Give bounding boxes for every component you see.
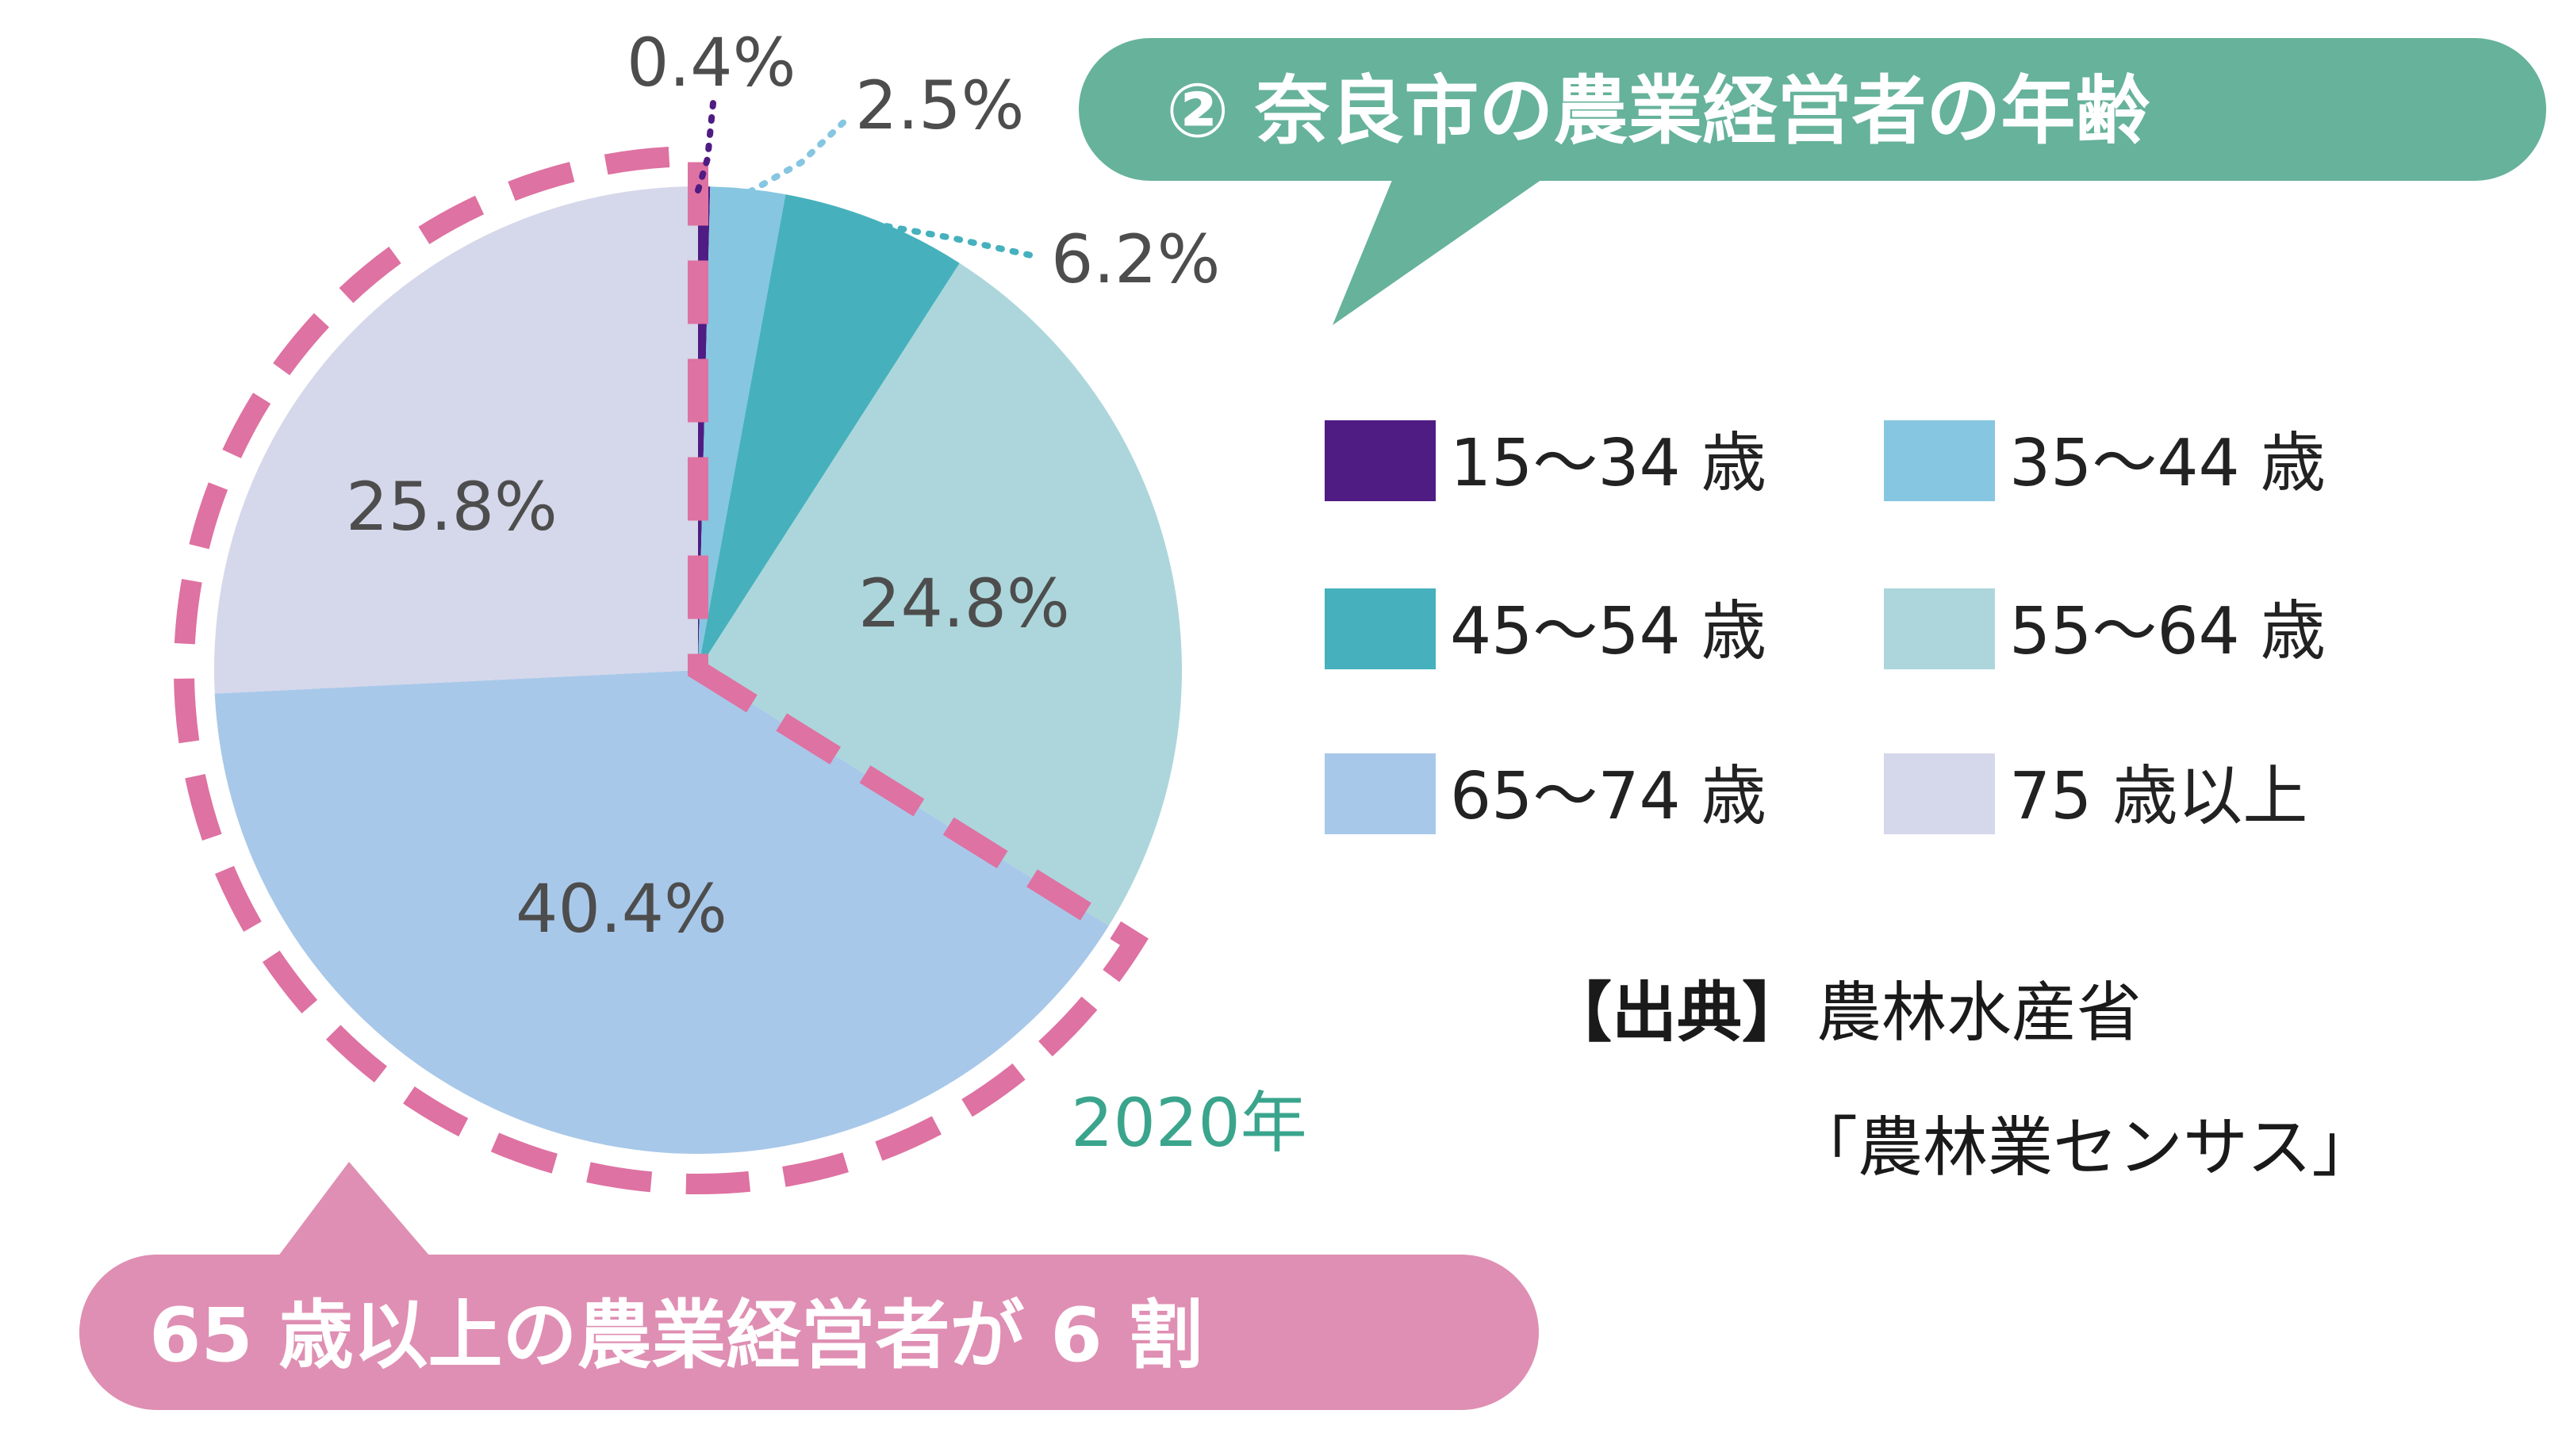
legend-swatch-45-54 bbox=[1325, 588, 1436, 669]
pie-slice-75-plus bbox=[214, 186, 698, 694]
data-label-65-74: 40.4% bbox=[516, 870, 727, 948]
legend-swatch-15-34 bbox=[1325, 420, 1436, 501]
legend-label-45-54: 45～54 歳 bbox=[1450, 594, 1766, 669]
title-bubble: ② 奈良市の農業経営者の年齢 bbox=[1079, 38, 2546, 325]
callout-bubble-bg bbox=[79, 1255, 1539, 1410]
source-line1: 農林水産省 bbox=[1816, 975, 2142, 1051]
callout-bubble-tail bbox=[266, 1162, 444, 1273]
pie-slice-55-64 bbox=[698, 262, 1182, 926]
legend-swatch-35-44 bbox=[1884, 420, 1995, 501]
leader-lines bbox=[695, 92, 1034, 259]
title-bubble-bg bbox=[1079, 38, 2546, 181]
title-bubble-tail bbox=[1333, 171, 1555, 325]
legend-swatch-65-74 bbox=[1325, 753, 1436, 834]
legend-swatch-55-64 bbox=[1884, 588, 1995, 669]
leader-line-15-34 bbox=[695, 92, 717, 193]
data-label-45-54: 6.2% bbox=[1051, 220, 1220, 298]
pie-slice-35-44 bbox=[698, 186, 786, 670]
legend-label-35-44: 35～44 歳 bbox=[2009, 426, 2326, 501]
data-label-55-64: 24.8% bbox=[858, 565, 1070, 642]
source-label: 【出典】 bbox=[1547, 975, 1807, 1051]
leader-line-35-44 bbox=[746, 114, 852, 195]
legend-label-65-74: 65～74 歳 bbox=[1450, 759, 1766, 834]
data-label-15-34: 0.4% bbox=[627, 24, 796, 102]
data-label-35-44: 2.5% bbox=[855, 67, 1024, 144]
leader-line-45-54 bbox=[869, 220, 1034, 259]
pie-slice-45-54 bbox=[698, 194, 960, 670]
pie-slices bbox=[214, 186, 1182, 1154]
legend-swatch-75-plus bbox=[1884, 753, 1995, 834]
callout-text: 65 歳以上の農業経営者が 6 割 bbox=[149, 1293, 1203, 1379]
year-label: 2020年 bbox=[1071, 1084, 1307, 1162]
chart-title: ② 奈良市の農業経営者の年齢 bbox=[1166, 68, 2150, 155]
source-line2: 「農林業センサス」 bbox=[1793, 1110, 2376, 1186]
data-label-75-plus: 25.8% bbox=[346, 468, 558, 546]
callout-bubble: 65 歳以上の農業経営者が 6 割 bbox=[79, 1162, 1539, 1410]
data-labels: 0.4% 2.5% 6.2% 24.8% 40.4% 25.8% bbox=[346, 24, 1220, 948]
legend-label-15-34: 15～34 歳 bbox=[1450, 426, 1766, 501]
source-note: 【出典】 農林水産省 「農林業センサス」 bbox=[1547, 975, 2376, 1186]
legend-label-75-plus: 75 歳以上 bbox=[2009, 759, 2307, 834]
senior-highlight-outline bbox=[174, 145, 1149, 1194]
legend-label-55-64: 55～64 歳 bbox=[2009, 594, 2326, 669]
legend: 15～34 歳 35～44 歳 45～54 歳 55～64 歳 65～74 歳 … bbox=[1325, 420, 2326, 834]
